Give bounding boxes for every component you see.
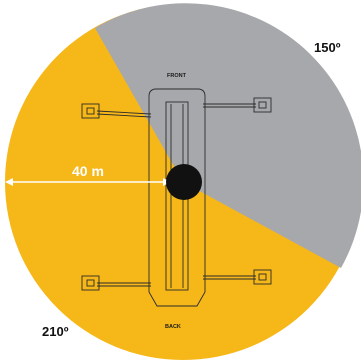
outrigger-front-left (81, 103, 152, 119)
angle-label-210: 210º (42, 324, 69, 339)
radius-label: 40 m (72, 163, 104, 179)
chassis (148, 88, 206, 307)
angle-label-150: 150º (314, 40, 341, 55)
outrigger-back-right (203, 269, 272, 285)
outrigger-back-left (81, 275, 151, 291)
pivot-point (166, 164, 202, 200)
outrigger-front-right (203, 97, 272, 113)
back-label: BACK (165, 324, 181, 330)
front-label: FRONT (167, 73, 187, 79)
restricted-zone (95, 3, 361, 268)
